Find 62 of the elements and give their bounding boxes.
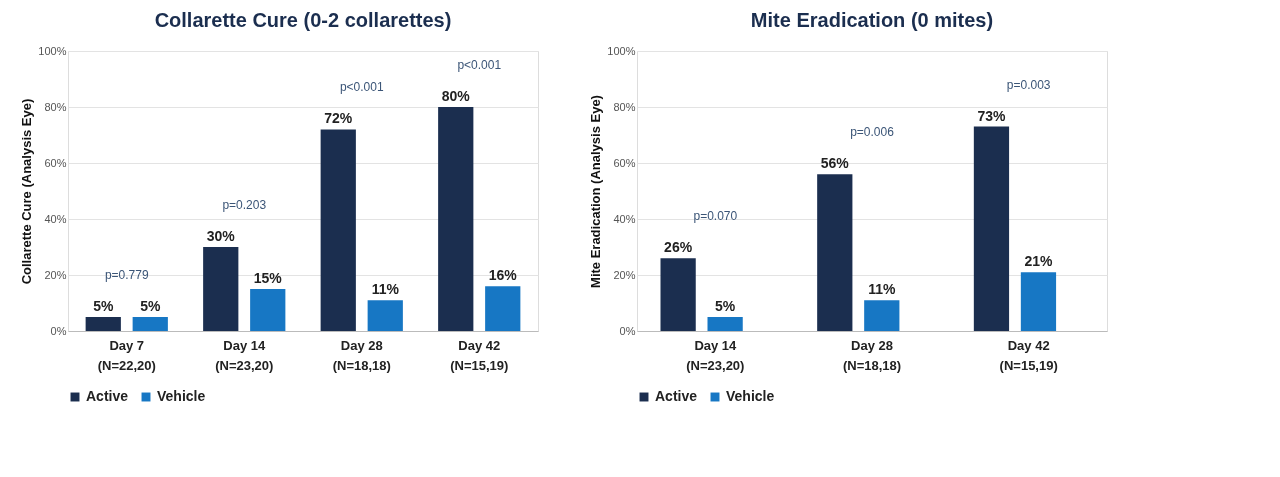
bar xyxy=(973,126,1010,331)
x-tick-label: Day 14 (N=23,20) xyxy=(686,337,745,373)
y-tick-label: 0% xyxy=(50,324,67,337)
text: 80% xyxy=(441,88,470,104)
legend-label: Vehicle xyxy=(726,388,775,404)
bar xyxy=(132,317,168,331)
y-tick-label: 40% xyxy=(44,212,67,225)
bar xyxy=(250,289,286,331)
text: 26% xyxy=(664,239,693,256)
bar xyxy=(320,129,356,331)
chart-title: Collarette Cure (0-2 collarettes) xyxy=(154,9,452,31)
annotation: p=0.006 xyxy=(850,125,895,140)
annotation: p<0.001 xyxy=(339,80,384,95)
x-tick-label: Day 42 (N=15,19) xyxy=(999,337,1058,373)
x-tick-label: Day 28 (N=18,18) xyxy=(842,337,902,373)
legend-label: Active xyxy=(655,388,698,404)
y-tick-label: 80% xyxy=(613,100,636,113)
legend-label: Vehicle xyxy=(157,388,206,404)
x-tick-label: Day 28 (N=18,18) xyxy=(332,337,391,373)
legend-label: Active xyxy=(86,388,129,404)
text: 21% xyxy=(1024,253,1053,270)
bar xyxy=(864,300,900,331)
chart-title: Mite Eradication (0 mites) xyxy=(750,9,994,31)
y-tick-label: 80% xyxy=(44,100,67,113)
x-tick-label: Day 14 (N=23,20) xyxy=(215,337,274,373)
y-tick-label: 60% xyxy=(44,156,67,169)
bar xyxy=(367,300,403,331)
text: 11% xyxy=(371,281,399,298)
text: 15% xyxy=(253,270,282,286)
bar xyxy=(1020,272,1057,331)
bar xyxy=(203,247,239,331)
text: 56% xyxy=(820,155,849,172)
x-tick-label: Day 7 (N=22,20) xyxy=(97,337,156,373)
text: 30% xyxy=(206,228,235,244)
annotation: p=0.003 xyxy=(1006,77,1051,92)
y-tick-label: 20% xyxy=(44,268,67,281)
y-tick-label: 0% xyxy=(619,324,636,337)
x-tick-label: Day 42 (N=15,19) xyxy=(450,337,509,373)
annotation: p<0.001 xyxy=(457,58,502,72)
bar xyxy=(438,107,474,331)
y-tick-label: 40% xyxy=(613,212,636,225)
text: 5% xyxy=(93,298,114,314)
y-tick-label: 100% xyxy=(38,44,67,57)
text: 11% xyxy=(868,281,896,298)
text: 5% xyxy=(715,298,736,314)
bar xyxy=(660,258,696,331)
bar xyxy=(817,174,853,331)
text: 16% xyxy=(488,267,517,284)
text: 5% xyxy=(140,298,161,314)
annotation: p=0.779 xyxy=(104,268,149,282)
y-tick-label: 60% xyxy=(613,156,636,169)
text: 72% xyxy=(324,110,353,127)
annotation: p=0.203 xyxy=(222,198,267,212)
y-tick-label: 20% xyxy=(613,268,636,281)
bar xyxy=(707,317,743,331)
bar xyxy=(85,317,121,331)
y-axis-title: Mite Eradication (Analysis Eye) xyxy=(588,95,604,288)
annotation: p=0.070 xyxy=(693,209,738,224)
bar xyxy=(485,286,521,331)
y-axis-title: Collarette Cure (Analysis Eye) xyxy=(19,98,35,285)
y-tick-label: 100% xyxy=(607,44,636,57)
text: 73% xyxy=(977,107,1006,124)
